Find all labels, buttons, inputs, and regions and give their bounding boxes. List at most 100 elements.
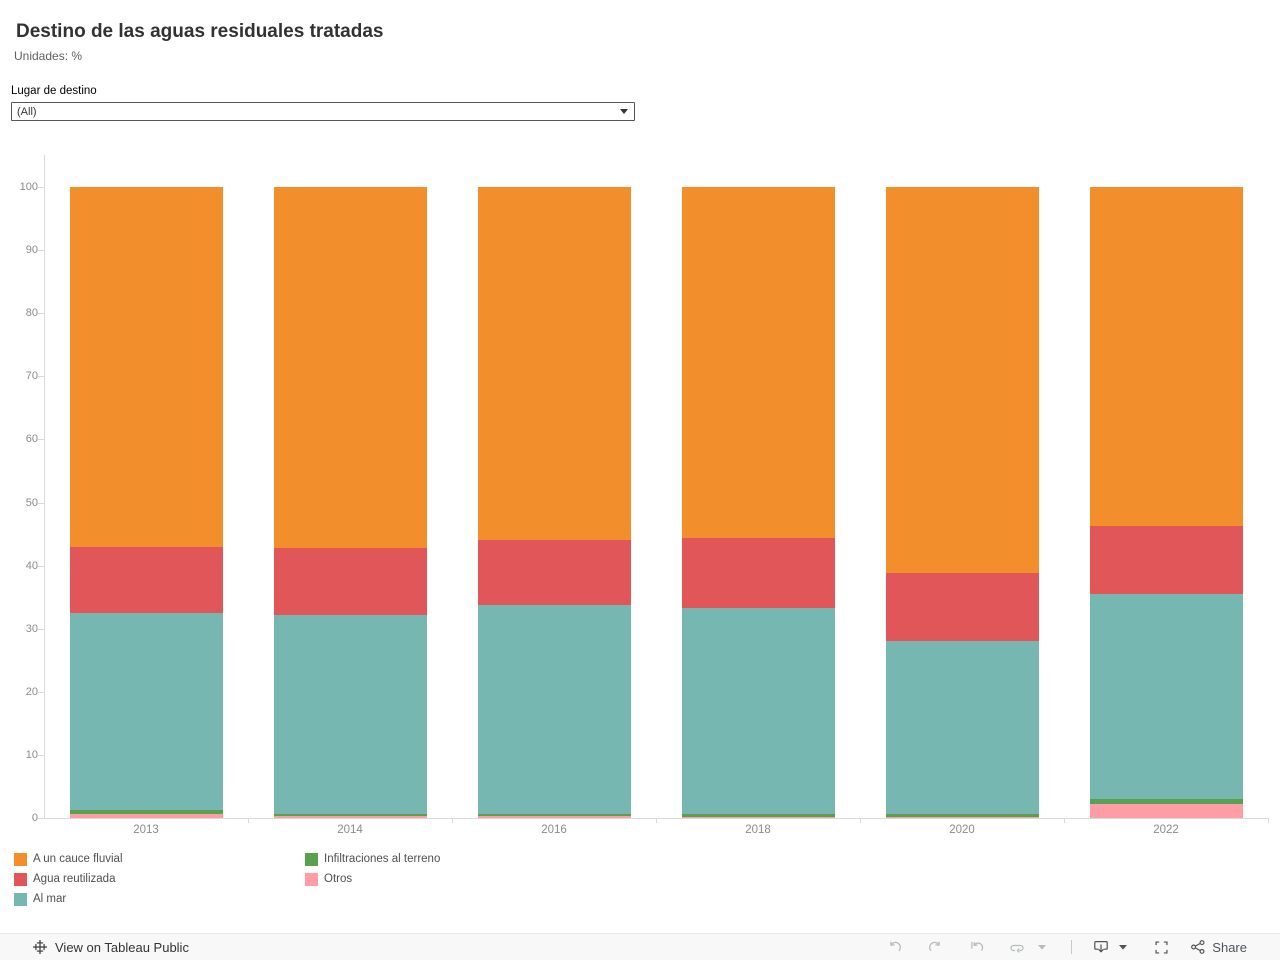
- bar-2018-agua-reutilizada[interactable]: [681, 537, 835, 608]
- refresh-button[interactable]: [1008, 938, 1026, 956]
- x-axis-label-2018: 2018: [745, 824, 771, 836]
- chart-legend: A un cauce fluvial Agua reutilizada Al mar…: [0, 851, 1280, 913]
- page-title: Destino de las aguas residuales tratadas: [16, 21, 384, 42]
- bar-2020-agua-reutilizada[interactable]: [885, 572, 1039, 641]
- y-tick-label: 20: [25, 685, 38, 698]
- toolbar-divider: [1071, 940, 1073, 954]
- redo-button[interactable]: [926, 938, 944, 956]
- legend-item-agua-reutilizada[interactable]: Agua reutilizada: [14, 871, 115, 887]
- legend-item-infiltraciones-al-terreno[interactable]: Infiltraciones al terreno: [305, 851, 440, 867]
- bar-2016-infiltraciones-al-terreno[interactable]: [477, 813, 631, 817]
- y-axis-line: [44, 155, 45, 819]
- device-preview-options-button[interactable]: [1114, 938, 1132, 956]
- undo-icon: [887, 940, 902, 955]
- bar-2013-infiltraciones-al-terreno[interactable]: [69, 810, 223, 815]
- bar-2018-al-mar[interactable]: [681, 607, 835, 815]
- bar-2018-infiltraciones-al-terreno[interactable]: [681, 814, 835, 817]
- bar-2014-al-mar[interactable]: [273, 614, 427, 814]
- y-tick-label: 40: [25, 559, 38, 572]
- replay-button[interactable]: [967, 938, 985, 956]
- bar-2022-infiltraciones-al-terreno[interactable]: [1089, 799, 1243, 805]
- legend-label: Otros: [324, 873, 353, 885]
- bar-2014-otros[interactable]: [273, 816, 427, 818]
- bar-2016-al-mar[interactable]: [477, 604, 631, 814]
- dropdown-selected-value: (All): [17, 105, 37, 118]
- y-tick-mark: [38, 439, 44, 441]
- legend-label: Al mar: [33, 893, 67, 905]
- x-tick-mark: [860, 818, 861, 823]
- legend-label: Agua reutilizada: [33, 873, 116, 885]
- fullscreen-icon: [1154, 940, 1169, 955]
- y-tick-label: 0: [31, 812, 38, 824]
- tableau-toolbar: View on Tableau Public: [0, 933, 1280, 960]
- toolbar-actions: Share: [885, 934, 1247, 960]
- bar-2020-infiltraciones-al-terreno[interactable]: [885, 814, 1039, 817]
- legend-label: A un cauce fluvial: [33, 853, 123, 865]
- fullscreen-button[interactable]: [1152, 938, 1170, 956]
- destination-filter-dropdown[interactable]: (All): [11, 102, 635, 121]
- bar-2013-a-un-cauce-fluvial[interactable]: [69, 187, 223, 547]
- x-tick-mark: [1064, 818, 1065, 823]
- tableau-logo-icon: [32, 939, 48, 955]
- y-tick-mark: [38, 187, 44, 188]
- share-button[interactable]: Share: [1190, 938, 1247, 956]
- legend-swatch-otros: [305, 872, 318, 886]
- y-tick-label: 30: [25, 622, 38, 635]
- replay-icon: [969, 940, 984, 955]
- legend-item-al-mar[interactable]: Al mar: [14, 891, 66, 907]
- y-tick-label: 90: [25, 244, 38, 257]
- y-tick-mark: [38, 502, 44, 504]
- page-subtitle: Unidades: %: [14, 49, 83, 63]
- bar-2022-agua-reutilizada[interactable]: [1089, 526, 1243, 594]
- legend-swatch-infiltraciones-al-terreno: [305, 852, 318, 866]
- bar-2022-a-un-cauce-fluvial[interactable]: [1089, 187, 1243, 527]
- device-preview-button[interactable]: [1092, 938, 1110, 956]
- refresh-icon: [1009, 939, 1025, 955]
- bar-2014-infiltraciones-al-terreno[interactable]: [273, 813, 427, 817]
- bar-2018-a-un-cauce-fluvial[interactable]: [681, 187, 835, 538]
- y-tick-label: 70: [25, 370, 38, 383]
- y-tick-mark: [38, 818, 44, 819]
- bar-2016-otros[interactable]: [477, 816, 631, 818]
- undo-button[interactable]: [885, 938, 903, 956]
- bar-2013-agua-reutilizada[interactable]: [69, 546, 223, 613]
- y-tick-mark: [38, 565, 44, 567]
- legend-swatch-al-mar: [14, 892, 27, 906]
- y-tick-mark: [38, 376, 44, 378]
- bar-2014-a-un-cauce-fluvial[interactable]: [273, 187, 427, 548]
- x-tick-mark: [1268, 818, 1269, 823]
- bar-2016-a-un-cauce-fluvial[interactable]: [477, 187, 631, 541]
- bar-2020-al-mar[interactable]: [885, 640, 1039, 815]
- y-tick-label: 100: [19, 181, 38, 193]
- legend-item-a-un-cauce-fluvial[interactable]: A un cauce fluvial: [14, 851, 123, 867]
- y-tick-label: 80: [25, 307, 38, 320]
- x-axis-label-2016: 2016: [541, 824, 567, 836]
- legend-item-otros[interactable]: Otros: [305, 871, 352, 887]
- y-tick-mark: [38, 250, 44, 252]
- bar-2016-agua-reutilizada[interactable]: [477, 540, 631, 605]
- chevron-down-icon: [620, 109, 628, 114]
- stacked-bar-chart: 0 10 20 30 40 50 60 70 80 90 100 2013 2014 2016 2018 20…: [20, 155, 1269, 836]
- legend-swatch-a-un-cauce-fluvial: [14, 852, 27, 866]
- bar-2020-a-un-cauce-fluvial[interactable]: [885, 187, 1039, 573]
- caret-down-icon: [1038, 944, 1047, 950]
- bar-2013-al-mar[interactable]: [69, 612, 223, 811]
- legend-swatch-agua-reutilizada: [14, 872, 27, 886]
- refresh-options-button[interactable]: [1033, 938, 1051, 956]
- y-tick-label: 10: [25, 748, 38, 761]
- bar-2014-agua-reutilizada[interactable]: [273, 547, 427, 615]
- bar-2022-al-mar[interactable]: [1089, 593, 1243, 800]
- bar-2022-otros[interactable]: [1089, 804, 1243, 818]
- share-label: Share: [1212, 939, 1247, 955]
- caret-down-icon: [1119, 944, 1128, 950]
- view-on-tableau-public-link[interactable]: View on Tableau Public: [32, 934, 189, 960]
- device-preview-icon: [1093, 939, 1109, 955]
- legend-label: Infiltraciones al terreno: [324, 853, 441, 865]
- bar-2013-otros[interactable]: [69, 814, 223, 818]
- bar-2018-otros[interactable]: [681, 816, 835, 818]
- bar-2020-otros[interactable]: [885, 816, 1039, 818]
- y-tick-label: 50: [25, 496, 38, 509]
- y-tick-mark: [38, 628, 44, 630]
- y-tick-label: 60: [25, 433, 38, 446]
- y-tick-mark: [38, 691, 44, 693]
